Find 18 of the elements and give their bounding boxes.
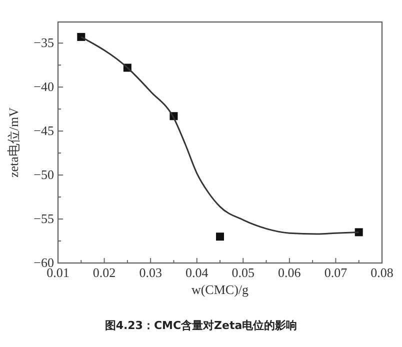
caption: 图4.23：CMC含量对Zeta电位的影响 [104, 319, 298, 332]
x-tick-label: 0.02 [92, 265, 116, 280]
y-tick-label: −35 [34, 35, 54, 50]
x-tick-label: 0.04 [185, 265, 209, 280]
x-tick-label: 0.07 [324, 265, 348, 280]
x-tick-label: 0.03 [139, 265, 162, 280]
y-tick-label: −45 [34, 123, 54, 138]
point [216, 232, 224, 241]
x-tick-label: 0.06 [278, 265, 302, 280]
y-tick-label: −50 [34, 167, 54, 182]
y-tick-label: −55 [34, 211, 54, 226]
point [354, 228, 363, 236]
x-tick-label: 0.08 [370, 265, 394, 280]
x-axis-title: w(CMC)/g [191, 282, 250, 297]
y-axis-title: zeta电位/mV [6, 106, 21, 178]
y-tick-label: −60 [34, 255, 54, 270]
x-tick-label: 0.05 [232, 265, 255, 280]
y-tick-label: −40 [34, 79, 54, 94]
